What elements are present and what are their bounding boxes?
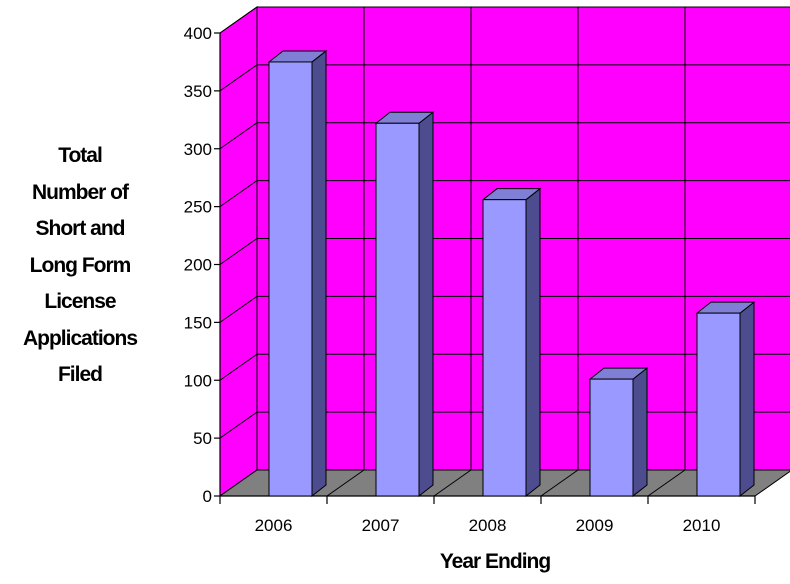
x-tick-label: 2006: [255, 516, 293, 535]
y-axis-label-line: Short and: [35, 217, 126, 240]
y-tick-label: 100: [184, 371, 212, 390]
bar-side: [739, 301, 755, 498]
x-tick-labels: 2006 2007 2008 2009 2010: [255, 516, 721, 535]
y-axis-label-line: License: [44, 290, 116, 313]
bar-side: [632, 367, 648, 498]
y-axis-label: Total Number of Short and Long Form License A…: [0, 138, 160, 394]
bar-2009: [588, 367, 649, 498]
bar-2010: [695, 301, 756, 498]
bar-front: [268, 61, 313, 497]
floor-divider: [433, 469, 472, 497]
y-gridline: [219, 122, 790, 150]
y-axis-label-line: Long Form: [29, 253, 132, 277]
y-tick-label: 50: [193, 429, 212, 448]
x-tick-label: 2007: [362, 516, 400, 535]
bar-2008: [481, 187, 542, 498]
y-tick-label: 150: [184, 313, 212, 332]
y-axis-label-line: Filed: [57, 363, 103, 386]
bar-2006: [267, 49, 328, 498]
y-axis-label-line: Applications: [22, 326, 138, 350]
floor-divider: [540, 469, 579, 497]
bars: [267, 49, 756, 498]
y-tick-label: 250: [184, 198, 212, 217]
y-gridline: [219, 180, 790, 208]
bar-front: [589, 378, 634, 497]
y-tick-labels: 0 50 100 150 200 250 300 350 400: [184, 24, 212, 506]
bar-side: [525, 187, 541, 498]
y-gridline: [219, 353, 790, 381]
bar-side: [311, 49, 327, 498]
y-gridline: [219, 6, 790, 34]
x-tick-label: 2008: [469, 516, 507, 535]
y-gridline: [219, 238, 790, 265]
y-gridline: [219, 295, 790, 323]
y-tick-label: 0: [203, 487, 212, 506]
bar-front: [696, 312, 741, 497]
bar-side: [418, 111, 434, 498]
y-gridline: [219, 64, 790, 92]
bar-front: [375, 122, 420, 497]
y-tick-label: 200: [184, 256, 212, 275]
bar-2007: [374, 111, 435, 498]
y-axis-label-line: Total: [58, 144, 103, 167]
bar-front: [482, 199, 527, 497]
y-axis-label-line: Number of: [32, 180, 129, 204]
x-axis-label: Year Ending: [439, 550, 551, 573]
y-tick-label: 300: [184, 140, 212, 159]
x-tick-label: 2010: [683, 516, 721, 535]
floor-divider: [647, 469, 686, 497]
floor-divider: [326, 469, 365, 497]
x-tick-label: 2009: [576, 516, 614, 535]
y-tick-label: 350: [184, 82, 212, 101]
y-tick-label: 400: [184, 24, 212, 43]
